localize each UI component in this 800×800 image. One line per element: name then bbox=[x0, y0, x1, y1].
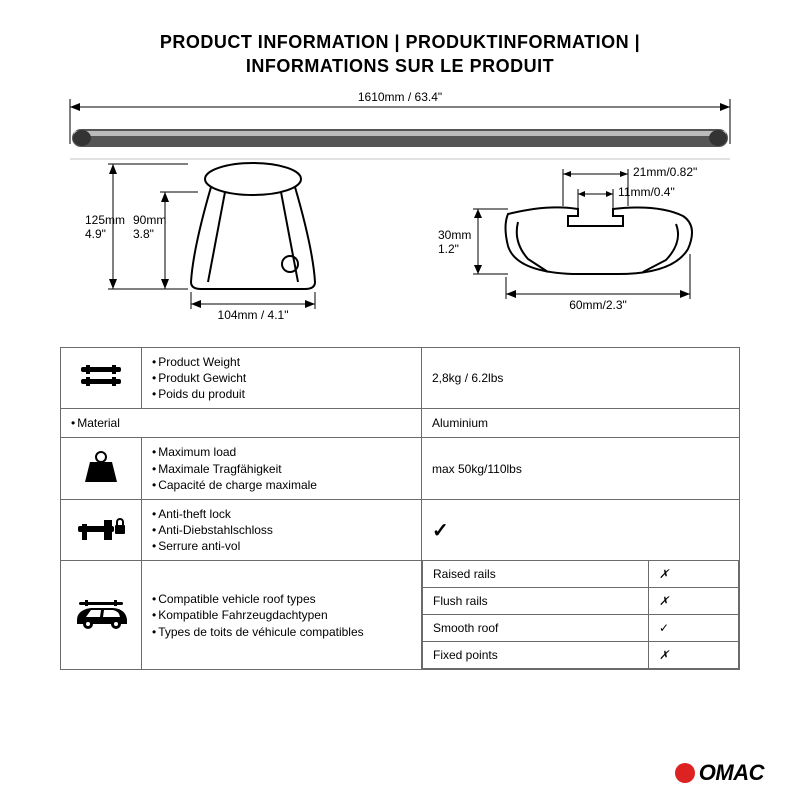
compat-label-fr: Types de toits de véhicule compatibles bbox=[152, 624, 411, 640]
logo-text: OMAC bbox=[699, 760, 764, 786]
compat-opt-0-name: Raised rails bbox=[423, 561, 649, 588]
row-weight: Product Weight Produkt Gewicht Poids du … bbox=[61, 347, 740, 409]
row-lock: Anti-theft lock Anti-Diebstahlschloss Se… bbox=[61, 499, 740, 561]
diagrams-area: 1610mm / 63.4" 125mm bbox=[60, 89, 740, 339]
lock-label-fr: Serrure anti-vol bbox=[152, 538, 411, 554]
row-maxload: Maximum load Maximale Tragfähigkeit Capa… bbox=[61, 438, 740, 500]
compat-opt-3-mark: ✗ bbox=[659, 648, 669, 662]
compat-opt-0-mark: ✗ bbox=[659, 567, 669, 581]
compat-label-de: Kompatible Fahrzeugdachtypen bbox=[152, 607, 411, 623]
title-line-2: INFORMATIONS SUR LE PRODUIT bbox=[60, 54, 740, 78]
lock-label-de: Anti-Diebstahlschloss bbox=[152, 522, 411, 538]
compat-label-en: Compatible vehicle roof types bbox=[152, 591, 411, 607]
weight-value: 2,8kg / 6.2lbs bbox=[422, 347, 740, 409]
compat-subtable: Raised rails✗ Flush rails✗ Smooth roof✓ … bbox=[422, 561, 739, 669]
mount-h-outer-2: 4.9" bbox=[85, 227, 106, 241]
load-label-fr: Capacité de charge maximale bbox=[152, 477, 411, 493]
material-value: Aluminium bbox=[422, 409, 740, 438]
title-line-1: PRODUCT INFORMATION | PRODUKTINFORMATION… bbox=[60, 30, 740, 54]
load-value: max 50kg/110lbs bbox=[422, 438, 740, 500]
profile-diagram: 21mm/0.82" 11mm/0.4" 30mm 1.2" bbox=[418, 154, 718, 329]
load-label-en: Maximum load bbox=[152, 444, 411, 460]
compat-opt-2-name: Smooth roof bbox=[423, 615, 649, 642]
mount-h-outer-1: 125mm bbox=[85, 213, 125, 227]
row-material: Material Aluminium bbox=[61, 409, 740, 438]
weight-label-de: Produkt Gewicht bbox=[152, 370, 411, 386]
mount-width-label: 104mm / 4.1" bbox=[217, 308, 288, 322]
profile-h-1: 30mm bbox=[438, 228, 471, 242]
page-title: PRODUCT INFORMATION | PRODUKTINFORMATION… bbox=[60, 30, 740, 79]
bar-length-label: 1610mm / 63.4" bbox=[358, 90, 442, 104]
lock-value: ✓ bbox=[422, 499, 740, 561]
material-label: Material bbox=[71, 415, 411, 431]
mount-h-inner-2: 3.8" bbox=[133, 227, 154, 241]
profile-topslot-label: 21mm/0.82" bbox=[633, 165, 697, 179]
bars-icon bbox=[61, 347, 142, 409]
lock-label-en: Anti-theft lock bbox=[152, 506, 411, 522]
profile-inner-label: 11mm/0.4" bbox=[618, 185, 675, 199]
lock-icon bbox=[61, 499, 142, 561]
logo-dot-icon bbox=[675, 763, 695, 783]
brand-logo: OMAC bbox=[675, 760, 764, 786]
profile-width-label: 60mm/2.3" bbox=[569, 298, 627, 312]
compat-opt-1-mark: ✗ bbox=[659, 594, 669, 608]
car-icon bbox=[61, 561, 142, 670]
weight-icon bbox=[61, 438, 142, 500]
profile-h-2: 1.2" bbox=[438, 242, 459, 256]
compat-opt-3-name: Fixed points bbox=[423, 642, 649, 669]
mount-h-inner-1: 90mm bbox=[133, 213, 166, 227]
load-label-de: Maximale Tragfähigkeit bbox=[152, 461, 411, 477]
row-compat: Compatible vehicle roof types Kompatible… bbox=[61, 561, 740, 670]
mount-foot-diagram: 125mm 4.9" 90mm 3.8" bbox=[83, 154, 373, 329]
compat-opt-2-mark: ✓ bbox=[659, 621, 669, 635]
compat-opt-1-name: Flush rails bbox=[423, 588, 649, 615]
weight-label-en: Product Weight bbox=[152, 354, 411, 370]
weight-label-fr: Poids du produit bbox=[152, 386, 411, 402]
spec-table: Product Weight Produkt Gewicht Poids du … bbox=[60, 347, 740, 671]
